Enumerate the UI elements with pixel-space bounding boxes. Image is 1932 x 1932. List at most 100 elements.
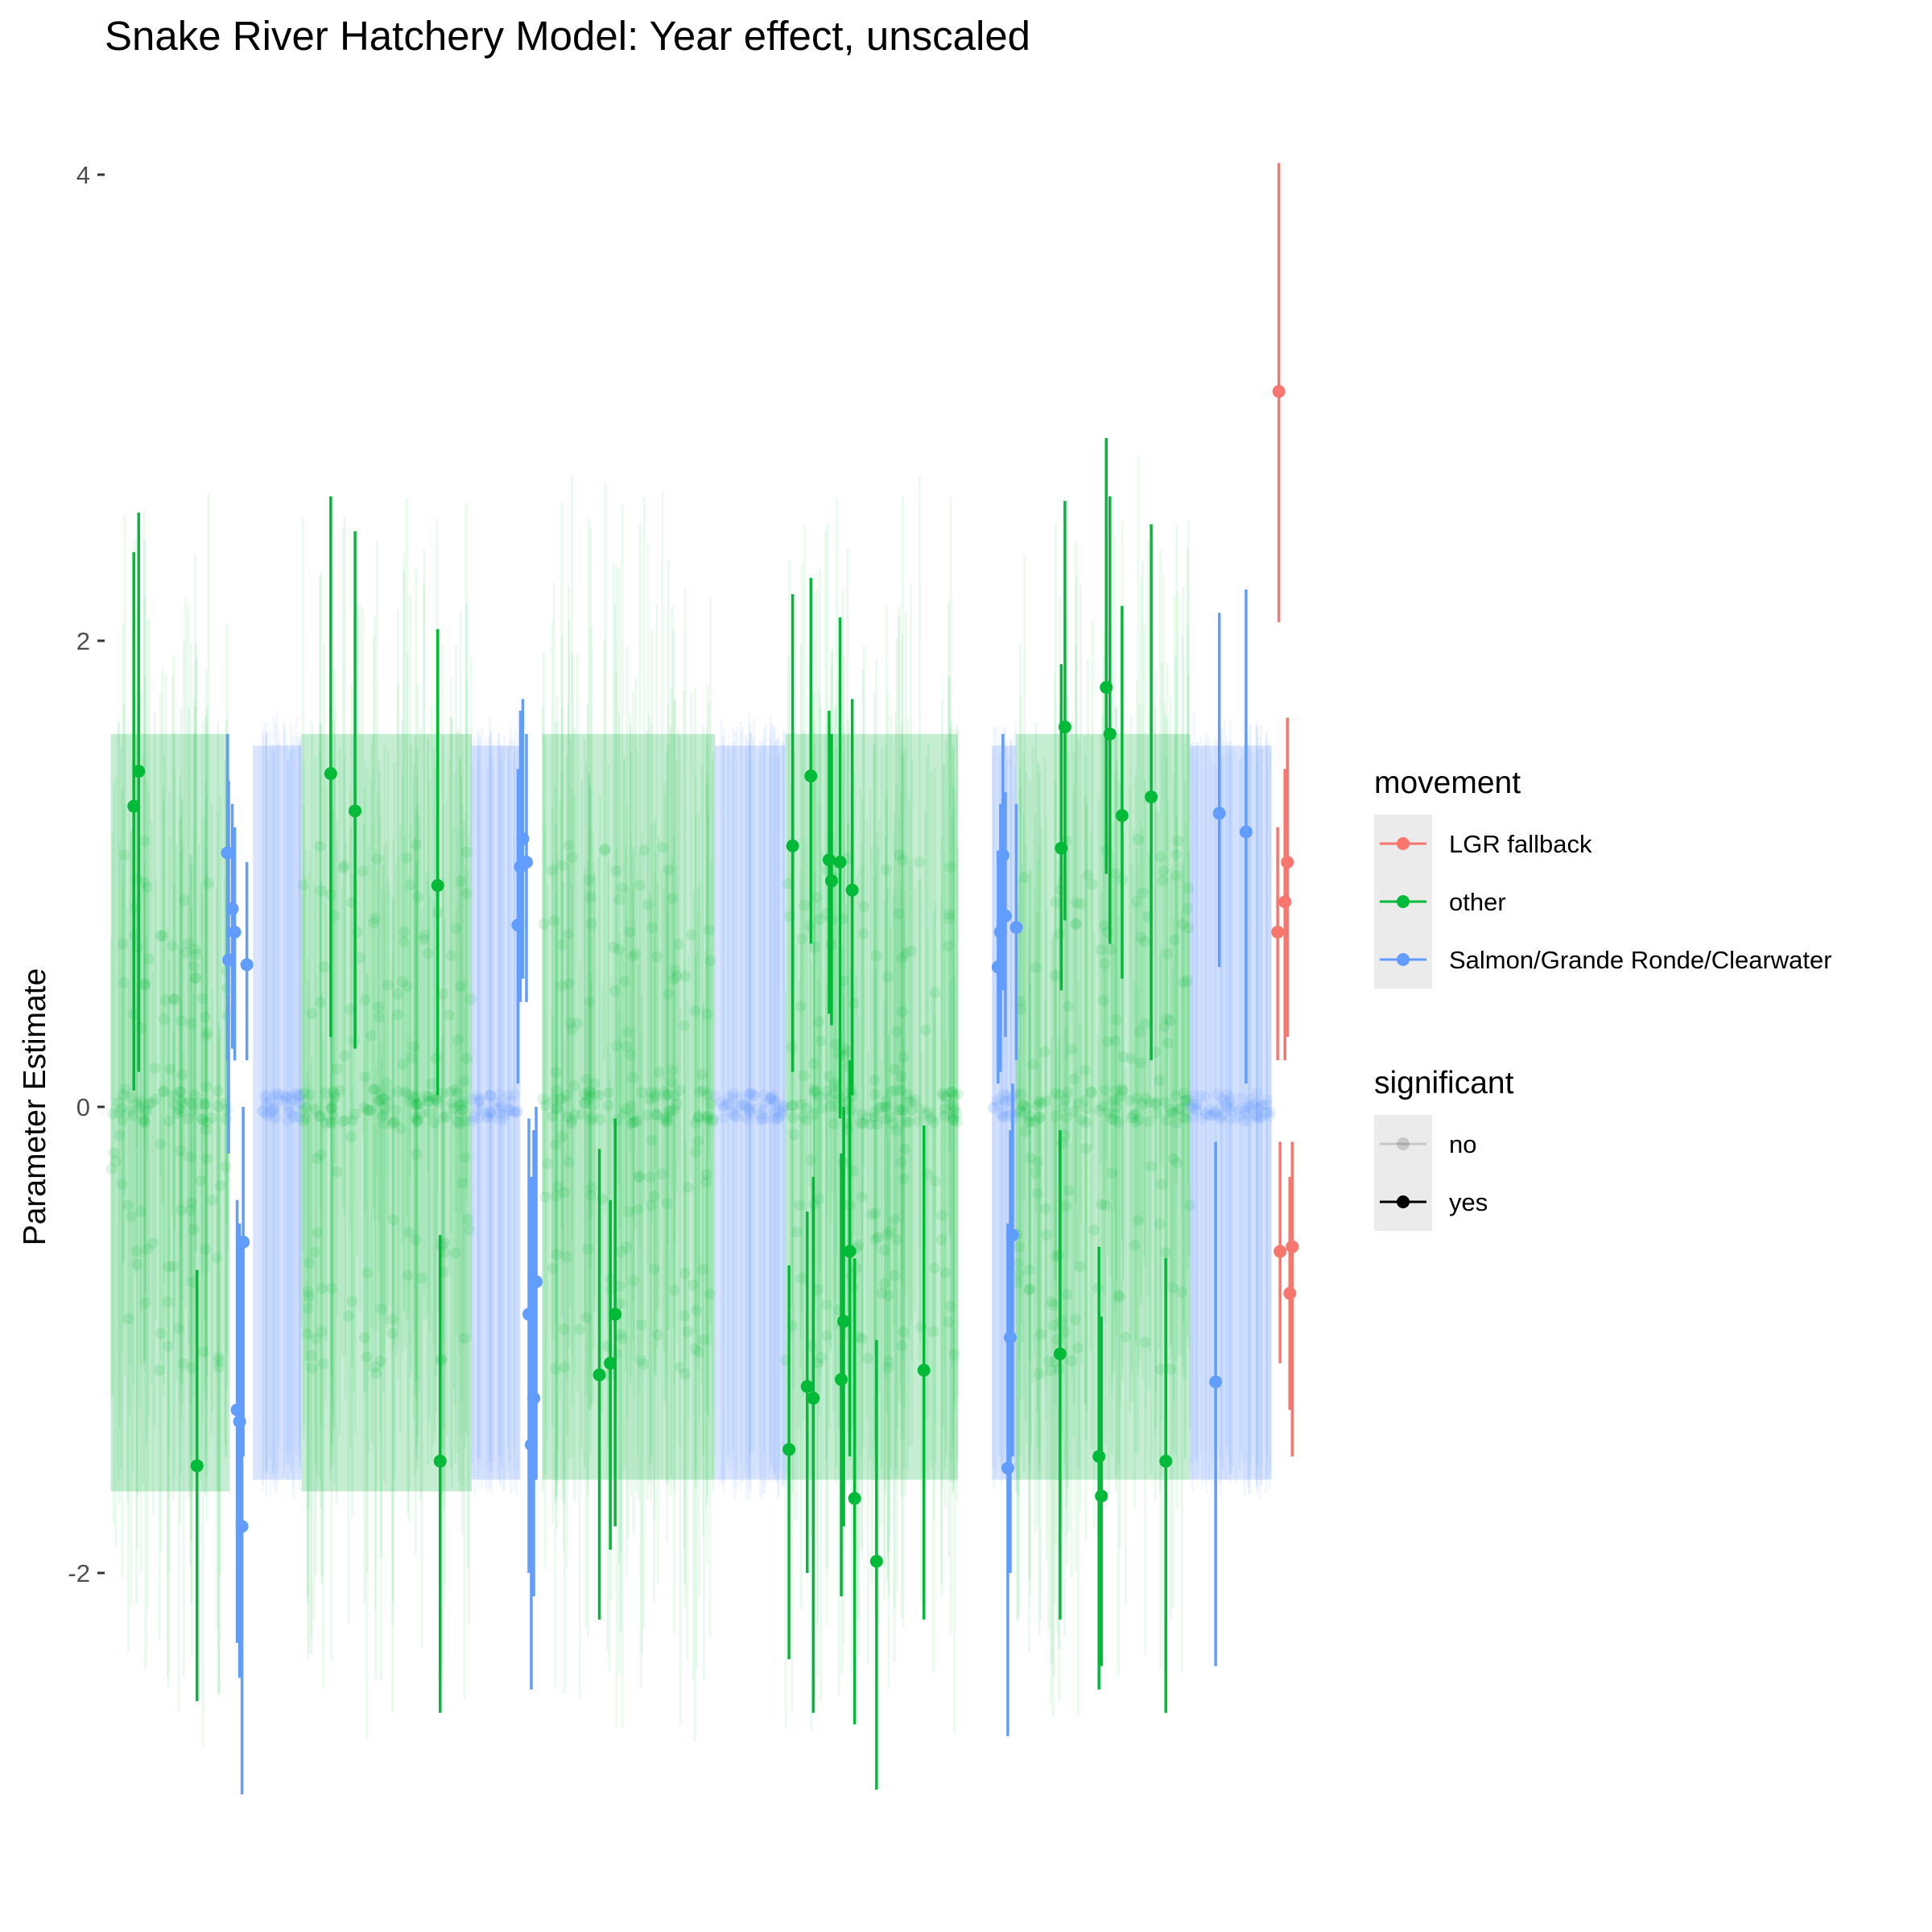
nonsignificant-point: [1251, 1102, 1263, 1114]
significant-point: [1058, 720, 1071, 734]
nonsignificant-point: [786, 1112, 799, 1124]
nonsignificant-point: [897, 854, 909, 866]
nonsignificant-point: [1139, 1336, 1151, 1348]
nonsignificant-point: [1176, 1286, 1188, 1298]
nonsignificant-point: [340, 1114, 352, 1126]
nonsignificant-point: [923, 1106, 935, 1118]
nonsignificant-point: [584, 891, 597, 903]
nonsignificant-point: [795, 1098, 807, 1110]
nonsignificant-point: [808, 1084, 820, 1096]
nonsignificant-point: [745, 1108, 757, 1120]
nonsignificant-point: [672, 939, 684, 951]
nonsignificant-point: [939, 1109, 951, 1121]
nonsignificant-point: [999, 1096, 1011, 1108]
nonsignificant-point: [815, 1352, 827, 1364]
nonsignificant-point: [485, 1090, 497, 1102]
nonsignificant-point: [1060, 1111, 1072, 1123]
nonsignificant-point: [662, 1115, 674, 1127]
nonsignificant-point: [700, 1176, 712, 1188]
nonsignificant-point: [1117, 1085, 1129, 1097]
nonsignificant-point: [552, 1180, 564, 1192]
nonsignificant-point: [731, 1100, 743, 1113]
nonsignificant-point: [625, 1117, 637, 1129]
nonsignificant-point: [630, 947, 642, 960]
nonsignificant-point: [810, 1085, 822, 1097]
nonsignificant-point: [437, 1087, 449, 1099]
nonsignificant-point: [1254, 1113, 1266, 1125]
nonsignificant-point: [1227, 1100, 1239, 1113]
significant-point: [1212, 807, 1226, 820]
nonsignificant-point: [214, 1179, 226, 1191]
legend-movement-title: movement: [1374, 766, 1521, 800]
nonsignificant-point: [387, 1214, 399, 1226]
nonsignificant-point: [692, 1135, 704, 1147]
nonsignificant-point: [1030, 962, 1042, 974]
nonsignificant-point: [1224, 1092, 1236, 1104]
nonsignificant-point: [167, 993, 180, 1005]
nonsignificant-point: [539, 1191, 551, 1203]
nonsignificant-point: [485, 1107, 497, 1119]
nonsignificant-point: [298, 1116, 310, 1128]
nonsignificant-point: [185, 1197, 197, 1209]
significant-point: [1103, 727, 1117, 741]
nonsignificant-point: [1218, 1095, 1230, 1107]
nonsignificant-point: [142, 1098, 155, 1110]
nonsignificant-point: [481, 1112, 493, 1124]
significant-point: [845, 883, 859, 897]
nonsignificant-point: [815, 1035, 827, 1047]
nonsignificant-point: [473, 1112, 485, 1124]
nonsignificant-point: [168, 993, 180, 1005]
nonsignificant-point: [261, 1090, 273, 1102]
nonsignificant-point: [795, 1001, 807, 1013]
nonsignificant-point: [823, 1070, 835, 1082]
legend-label-yes: yes: [1449, 1188, 1488, 1216]
nonsignificant-point: [1046, 1296, 1058, 1308]
significant-point: [869, 1554, 883, 1568]
nonsignificant-point: [589, 1088, 601, 1100]
nonsignificant-point: [375, 1355, 387, 1367]
nonsignificant-point: [445, 950, 457, 962]
chart-title: Snake River Hatchery Model: Year effect,…: [105, 13, 1030, 59]
nonsignificant-estimates: [105, 454, 1277, 1747]
nonsignificant-point: [305, 1362, 317, 1374]
nonsignificant-point: [687, 1279, 700, 1291]
nonsignificant-point: [646, 922, 658, 934]
nonsignificant-point: [829, 1038, 841, 1051]
nonsignificant-point: [429, 1094, 441, 1106]
nonsignificant-point: [171, 1107, 183, 1119]
nonsignificant-point: [1045, 1364, 1057, 1377]
significant-point: [1009, 921, 1023, 935]
significant-point: [132, 765, 146, 778]
nonsignificant-point: [200, 1080, 213, 1092]
nonsignificant-point: [870, 950, 882, 962]
nonsignificant-point: [943, 1316, 955, 1328]
nonsignificant-point: [868, 1107, 880, 1119]
nonsignificant-point: [200, 1098, 212, 1110]
nonsignificant-point: [1070, 919, 1082, 931]
nonsignificant-point: [1031, 1156, 1043, 1168]
nonsignificant-point: [1018, 1107, 1030, 1119]
nonsignificant-point: [797, 1111, 809, 1123]
nonsignificant-point: [175, 1015, 187, 1027]
nonsignificant-point: [505, 1104, 517, 1117]
nonsignificant-point: [339, 860, 351, 872]
nonsignificant-point: [940, 1091, 952, 1103]
nonsignificant-point: [1168, 1153, 1180, 1165]
nonsignificant-point: [914, 856, 926, 868]
nonsignificant-point: [1212, 1088, 1224, 1100]
nonsignificant-point: [473, 1096, 485, 1108]
nonsignificant-point: [1183, 882, 1195, 894]
nonsignificant-point: [563, 977, 575, 989]
nonsignificant-point: [389, 1114, 401, 1126]
nonsignificant-point: [858, 901, 870, 913]
nonsignificant-point: [1204, 1109, 1216, 1121]
nonsignificant-point: [896, 952, 908, 964]
nonsignificant-point: [1260, 1107, 1272, 1119]
nonsignificant-point: [615, 1328, 627, 1340]
nonsignificant-point: [296, 1105, 308, 1117]
nonsignificant-point: [116, 1178, 128, 1190]
nonsignificant-point: [838, 1050, 850, 1062]
background-band: [1016, 733, 1191, 1480]
nonsignificant-point: [648, 1190, 660, 1202]
nonsignificant-point: [1062, 1086, 1074, 1098]
